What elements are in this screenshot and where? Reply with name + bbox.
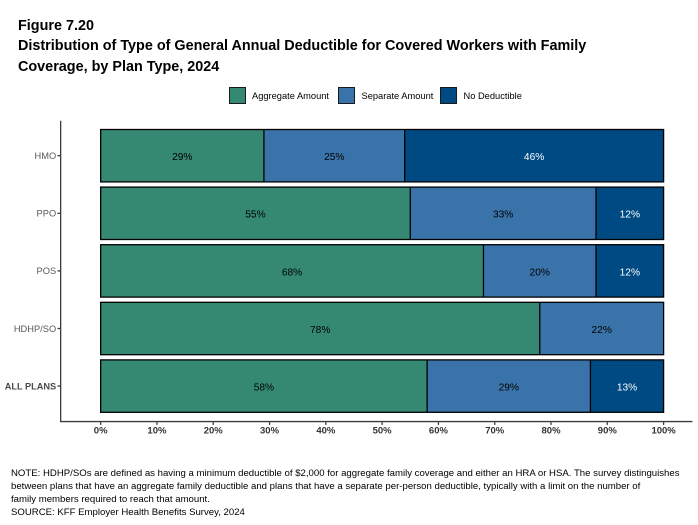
svg-text:10%: 10%: [147, 426, 167, 437]
svg-text:68%: 68%: [282, 267, 302, 278]
svg-text:33%: 33%: [493, 210, 513, 221]
svg-text:78%: 78%: [310, 325, 330, 336]
svg-text:HMO: HMO: [34, 151, 56, 161]
svg-text:90%: 90%: [598, 426, 618, 437]
svg-text:30%: 30%: [260, 426, 280, 437]
svg-text:50%: 50%: [373, 426, 393, 437]
svg-text:60%: 60%: [429, 426, 449, 437]
svg-text:ALL PLANS: ALL PLANS: [5, 381, 56, 391]
svg-text:22%: 22%: [591, 325, 611, 336]
svg-text:29%: 29%: [499, 383, 519, 394]
svg-text:0%: 0%: [94, 426, 108, 437]
svg-text:PPO: PPO: [37, 209, 57, 219]
svg-text:25%: 25%: [324, 152, 344, 163]
svg-text:20%: 20%: [204, 426, 224, 437]
svg-text:55%: 55%: [245, 210, 265, 221]
svg-text:POS: POS: [37, 266, 57, 276]
svg-text:29%: 29%: [172, 152, 192, 163]
svg-text:HDHP/SO: HDHP/SO: [14, 324, 56, 334]
svg-text:70%: 70%: [485, 426, 505, 437]
svg-text:46%: 46%: [524, 152, 544, 163]
svg-text:58%: 58%: [254, 383, 274, 394]
svg-text:100%: 100%: [651, 426, 676, 437]
svg-text:12%: 12%: [620, 267, 640, 278]
svg-text:12%: 12%: [620, 210, 640, 221]
svg-text:80%: 80%: [542, 426, 562, 437]
svg-text:40%: 40%: [316, 426, 336, 437]
svg-text:13%: 13%: [617, 383, 637, 394]
svg-text:20%: 20%: [530, 267, 550, 278]
